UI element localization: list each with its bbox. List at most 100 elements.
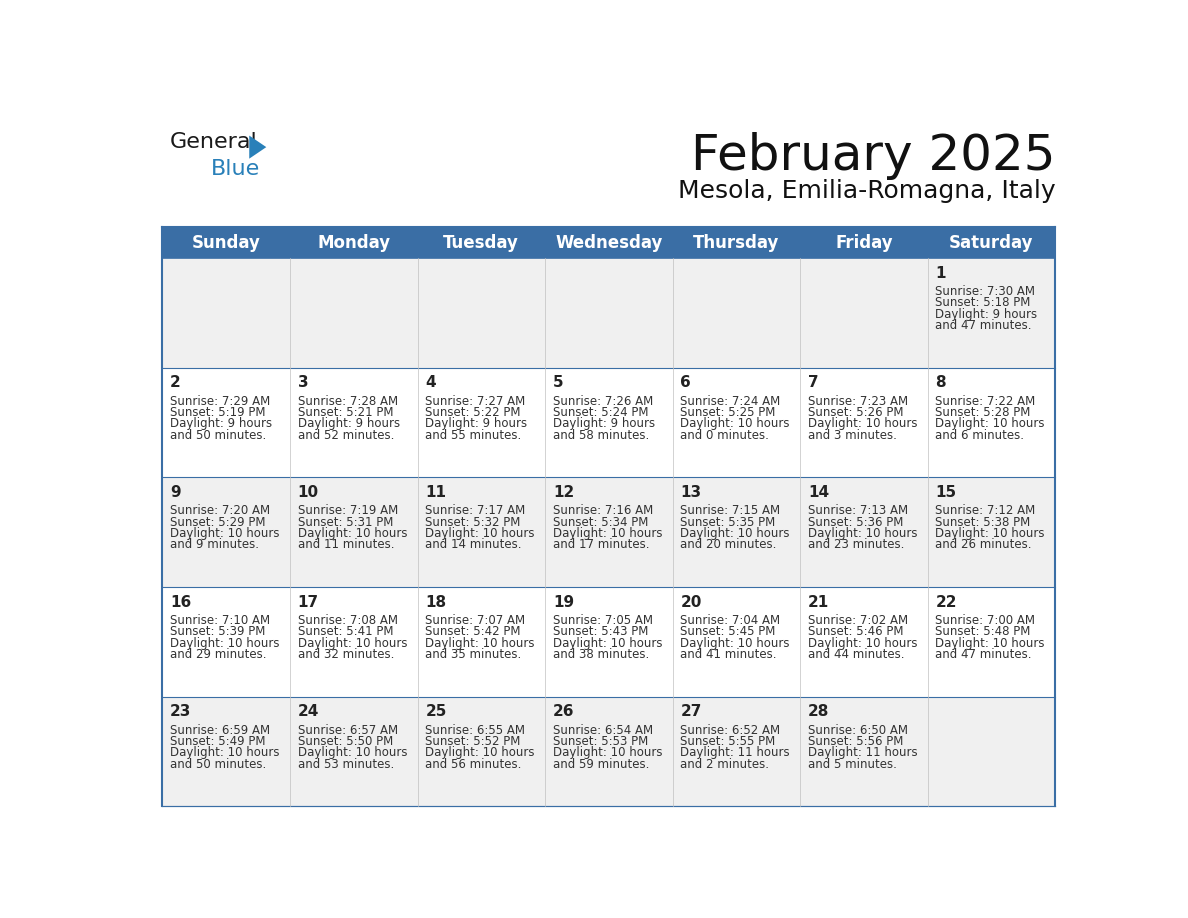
Text: 14: 14: [808, 485, 829, 500]
Bar: [163, 367, 290, 477]
Text: Sunset: 5:19 PM: Sunset: 5:19 PM: [170, 406, 266, 419]
Text: and 53 minutes.: and 53 minutes.: [298, 757, 394, 771]
Text: Sunset: 5:21 PM: Sunset: 5:21 PM: [298, 406, 393, 419]
Text: Sunrise: 7:30 AM: Sunrise: 7:30 AM: [935, 285, 1036, 298]
Text: Tuesday: Tuesday: [443, 233, 519, 252]
Text: Sunrise: 7:00 AM: Sunrise: 7:00 AM: [935, 614, 1036, 627]
Text: Sunrise: 7:22 AM: Sunrise: 7:22 AM: [935, 395, 1036, 408]
Text: Saturday: Saturday: [949, 233, 1034, 252]
Text: Sunset: 5:31 PM: Sunset: 5:31 PM: [298, 516, 393, 529]
Bar: [801, 258, 928, 367]
Bar: [672, 367, 801, 477]
Text: 12: 12: [552, 485, 574, 500]
Text: Daylight: 9 hours: Daylight: 9 hours: [298, 418, 400, 431]
Text: and 47 minutes.: and 47 minutes.: [935, 648, 1032, 661]
Text: Mesola, Emilia-Romagna, Italy: Mesola, Emilia-Romagna, Italy: [677, 179, 1055, 204]
Text: Sunrise: 7:29 AM: Sunrise: 7:29 AM: [170, 395, 271, 408]
Text: Sunrise: 7:26 AM: Sunrise: 7:26 AM: [552, 395, 653, 408]
Bar: [545, 587, 672, 697]
Text: Sunrise: 7:23 AM: Sunrise: 7:23 AM: [808, 395, 908, 408]
Text: and 14 minutes.: and 14 minutes.: [425, 539, 522, 552]
Text: Sunrise: 7:27 AM: Sunrise: 7:27 AM: [425, 395, 525, 408]
Text: Sunrise: 7:05 AM: Sunrise: 7:05 AM: [552, 614, 653, 627]
Text: Daylight: 10 hours: Daylight: 10 hours: [170, 637, 279, 650]
Bar: [801, 587, 928, 697]
Text: 18: 18: [425, 595, 447, 610]
Text: Daylight: 10 hours: Daylight: 10 hours: [170, 746, 279, 759]
Text: Daylight: 10 hours: Daylight: 10 hours: [552, 527, 663, 540]
Text: Sunset: 5:32 PM: Sunset: 5:32 PM: [425, 516, 520, 529]
Text: and 26 minutes.: and 26 minutes.: [935, 539, 1032, 552]
Text: 16: 16: [170, 595, 191, 610]
Text: Sunset: 5:55 PM: Sunset: 5:55 PM: [681, 735, 776, 748]
Text: Daylight: 9 hours: Daylight: 9 hours: [552, 418, 655, 431]
Text: Sunday: Sunday: [191, 233, 260, 252]
Text: Sunset: 5:43 PM: Sunset: 5:43 PM: [552, 625, 649, 638]
Text: and 20 minutes.: and 20 minutes.: [681, 539, 777, 552]
Text: Sunrise: 6:59 AM: Sunrise: 6:59 AM: [170, 723, 271, 736]
Bar: [163, 227, 1055, 258]
Text: and 3 minutes.: and 3 minutes.: [808, 429, 897, 442]
Text: Sunset: 5:56 PM: Sunset: 5:56 PM: [808, 735, 903, 748]
Text: Daylight: 9 hours: Daylight: 9 hours: [425, 418, 527, 431]
Text: Daylight: 10 hours: Daylight: 10 hours: [681, 527, 790, 540]
Bar: [545, 477, 672, 587]
Text: 8: 8: [935, 375, 946, 390]
Text: Sunset: 5:42 PM: Sunset: 5:42 PM: [425, 625, 520, 638]
Text: Sunset: 5:18 PM: Sunset: 5:18 PM: [935, 297, 1031, 309]
Text: 27: 27: [681, 704, 702, 720]
Text: Thursday: Thursday: [694, 233, 779, 252]
Bar: [672, 477, 801, 587]
Text: Sunrise: 7:10 AM: Sunrise: 7:10 AM: [170, 614, 271, 627]
Text: Friday: Friday: [835, 233, 892, 252]
Text: and 5 minutes.: and 5 minutes.: [808, 757, 897, 771]
Text: and 11 minutes.: and 11 minutes.: [298, 539, 394, 552]
Text: Sunset: 5:50 PM: Sunset: 5:50 PM: [298, 735, 393, 748]
Bar: [545, 367, 672, 477]
Text: Sunset: 5:35 PM: Sunset: 5:35 PM: [681, 516, 776, 529]
Text: Daylight: 10 hours: Daylight: 10 hours: [298, 637, 407, 650]
Text: Daylight: 10 hours: Daylight: 10 hours: [425, 637, 535, 650]
Bar: [163, 258, 290, 367]
Text: 24: 24: [298, 704, 320, 720]
Bar: [672, 258, 801, 367]
Text: Sunset: 5:36 PM: Sunset: 5:36 PM: [808, 516, 903, 529]
Text: Sunrise: 7:24 AM: Sunrise: 7:24 AM: [681, 395, 781, 408]
Text: Sunset: 5:48 PM: Sunset: 5:48 PM: [935, 625, 1031, 638]
Bar: [672, 587, 801, 697]
Polygon shape: [249, 136, 266, 159]
Text: General: General: [170, 131, 258, 151]
Bar: [290, 258, 417, 367]
Text: Sunrise: 7:02 AM: Sunrise: 7:02 AM: [808, 614, 908, 627]
Text: and 58 minutes.: and 58 minutes.: [552, 429, 649, 442]
Bar: [290, 477, 417, 587]
Text: Sunrise: 6:54 AM: Sunrise: 6:54 AM: [552, 723, 653, 736]
Text: Sunset: 5:28 PM: Sunset: 5:28 PM: [935, 406, 1031, 419]
Text: 17: 17: [298, 595, 318, 610]
Text: 25: 25: [425, 704, 447, 720]
Text: Sunset: 5:24 PM: Sunset: 5:24 PM: [552, 406, 649, 419]
Text: Sunrise: 6:55 AM: Sunrise: 6:55 AM: [425, 723, 525, 736]
Text: 9: 9: [170, 485, 181, 500]
Text: February 2025: February 2025: [690, 131, 1055, 180]
Bar: [928, 258, 1055, 367]
Text: Sunset: 5:34 PM: Sunset: 5:34 PM: [552, 516, 649, 529]
Text: Sunrise: 7:17 AM: Sunrise: 7:17 AM: [425, 504, 525, 517]
Text: and 29 minutes.: and 29 minutes.: [170, 648, 266, 661]
Text: and 6 minutes.: and 6 minutes.: [935, 429, 1024, 442]
Text: Sunset: 5:38 PM: Sunset: 5:38 PM: [935, 516, 1031, 529]
Text: Daylight: 10 hours: Daylight: 10 hours: [808, 527, 917, 540]
Text: Sunrise: 7:16 AM: Sunrise: 7:16 AM: [552, 504, 653, 517]
Text: and 59 minutes.: and 59 minutes.: [552, 757, 649, 771]
Bar: [417, 587, 545, 697]
Text: Sunset: 5:41 PM: Sunset: 5:41 PM: [298, 625, 393, 638]
Text: and 17 minutes.: and 17 minutes.: [552, 539, 650, 552]
Text: 23: 23: [170, 704, 191, 720]
Text: 15: 15: [935, 485, 956, 500]
Bar: [417, 258, 545, 367]
Bar: [928, 587, 1055, 697]
Text: 5: 5: [552, 375, 563, 390]
Bar: [801, 697, 928, 806]
Bar: [928, 477, 1055, 587]
Text: Monday: Monday: [317, 233, 391, 252]
